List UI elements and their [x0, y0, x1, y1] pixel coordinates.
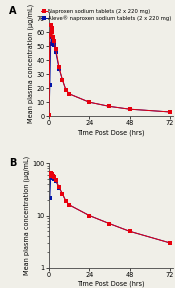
Naproxen sodium tablets (2 x 220 mg) — [129, 230, 131, 233]
Naproxen sodium tablets (2 x 220 mg) — [49, 33, 51, 37]
Naproxen sodium tablets (2 x 220 mg) — [51, 31, 53, 34]
Naproxen sodium tablets (2 x 220 mg) — [68, 92, 70, 96]
Aleve® naproxen sodium tablets (2 x 220 mg) — [129, 230, 131, 233]
Aleve® naproxen sodium tablets (2 x 220 mg) — [61, 192, 64, 196]
Aleve® naproxen sodium tablets (2 x 220 mg) — [52, 39, 54, 43]
Aleve® naproxen sodium tablets (2 x 220 mg) — [50, 174, 52, 178]
Aleve® naproxen sodium tablets (2 x 220 mg) — [53, 43, 55, 47]
Text: A: A — [9, 6, 17, 16]
Aleve® naproxen sodium tablets (2 x 220 mg) — [169, 110, 171, 114]
Naproxen sodium tablets (2 x 220 mg) — [55, 178, 57, 182]
Legend: Naproxen sodium tablets (2 x 220 mg), Aleve® naproxen sodium tablets (2 x 220 mg: Naproxen sodium tablets (2 x 220 mg), Al… — [41, 9, 172, 21]
Naproxen sodium tablets (2 x 220 mg) — [48, 114, 50, 117]
Aleve® naproxen sodium tablets (2 x 220 mg) — [88, 101, 90, 104]
Naproxen sodium tablets (2 x 220 mg) — [52, 35, 54, 38]
Aleve® naproxen sodium tablets (2 x 220 mg) — [52, 175, 54, 179]
Naproxen sodium tablets (2 x 220 mg) — [129, 107, 131, 111]
Aleve® naproxen sodium tablets (2 x 220 mg) — [88, 214, 90, 217]
Aleve® naproxen sodium tablets (2 x 220 mg) — [65, 199, 67, 203]
Naproxen sodium tablets (2 x 220 mg) — [61, 192, 64, 196]
Aleve® naproxen sodium tablets (2 x 220 mg) — [129, 107, 131, 111]
Naproxen sodium tablets (2 x 220 mg) — [68, 203, 70, 206]
Naproxen sodium tablets (2 x 220 mg) — [108, 105, 110, 108]
Aleve® naproxen sodium tablets (2 x 220 mg) — [51, 174, 53, 178]
Line: Naproxen sodium tablets (2 x 220 mg): Naproxen sodium tablets (2 x 220 mg) — [48, 171, 172, 245]
Naproxen sodium tablets (2 x 220 mg) — [51, 173, 53, 177]
Naproxen sodium tablets (2 x 220 mg) — [88, 101, 90, 104]
X-axis label: Time Post Dose (hrs): Time Post Dose (hrs) — [77, 129, 145, 136]
Aleve® naproxen sodium tablets (2 x 220 mg) — [108, 222, 110, 226]
Aleve® naproxen sodium tablets (2 x 220 mg) — [49, 196, 51, 199]
Naproxen sodium tablets (2 x 220 mg) — [52, 174, 54, 178]
Y-axis label: Mean plasma concentration (µg/mL): Mean plasma concentration (µg/mL) — [27, 4, 34, 123]
Aleve® naproxen sodium tablets (2 x 220 mg) — [53, 177, 55, 180]
Aleve® naproxen sodium tablets (2 x 220 mg) — [51, 35, 53, 38]
Naproxen sodium tablets (2 x 220 mg) — [50, 172, 52, 175]
Aleve® naproxen sodium tablets (2 x 220 mg) — [50, 176, 52, 180]
Naproxen sodium tablets (2 x 220 mg) — [169, 110, 171, 114]
Naproxen sodium tablets (2 x 220 mg) — [58, 185, 60, 189]
Naproxen sodium tablets (2 x 220 mg) — [53, 175, 55, 179]
Naproxen sodium tablets (2 x 220 mg) — [58, 66, 60, 69]
Aleve® naproxen sodium tablets (2 x 220 mg) — [169, 241, 171, 245]
Naproxen sodium tablets (2 x 220 mg) — [88, 214, 90, 217]
Y-axis label: Mean plasma concentration (µg/mL): Mean plasma concentration (µg/mL) — [23, 156, 30, 275]
Line: Aleve® naproxen sodium tablets (2 x 220 mg): Aleve® naproxen sodium tablets (2 x 220 … — [47, 35, 172, 118]
Aleve® naproxen sodium tablets (2 x 220 mg) — [55, 179, 57, 183]
Naproxen sodium tablets (2 x 220 mg) — [50, 26, 52, 30]
X-axis label: Time Post Dose (hrs): Time Post Dose (hrs) — [77, 281, 145, 287]
Naproxen sodium tablets (2 x 220 mg) — [49, 174, 51, 177]
Aleve® naproxen sodium tablets (2 x 220 mg) — [68, 92, 70, 96]
Aleve® naproxen sodium tablets (2 x 220 mg) — [50, 42, 52, 45]
Line: Aleve® naproxen sodium tablets (2 x 220 mg): Aleve® naproxen sodium tablets (2 x 220 … — [48, 174, 172, 245]
Aleve® naproxen sodium tablets (2 x 220 mg) — [58, 67, 60, 71]
Naproxen sodium tablets (2 x 220 mg) — [61, 78, 64, 82]
Naproxen sodium tablets (2 x 220 mg) — [50, 24, 52, 27]
Aleve® naproxen sodium tablets (2 x 220 mg) — [68, 203, 70, 206]
Aleve® naproxen sodium tablets (2 x 220 mg) — [48, 114, 50, 117]
Line: Naproxen sodium tablets (2 x 220 mg): Naproxen sodium tablets (2 x 220 mg) — [47, 23, 172, 118]
Aleve® naproxen sodium tablets (2 x 220 mg) — [55, 50, 57, 54]
Aleve® naproxen sodium tablets (2 x 220 mg) — [65, 88, 67, 91]
Aleve® naproxen sodium tablets (2 x 220 mg) — [61, 78, 64, 82]
Naproxen sodium tablets (2 x 220 mg) — [108, 222, 110, 226]
Aleve® naproxen sodium tablets (2 x 220 mg) — [108, 105, 110, 108]
Aleve® naproxen sodium tablets (2 x 220 mg) — [49, 84, 51, 87]
Aleve® naproxen sodium tablets (2 x 220 mg) — [58, 186, 60, 190]
Naproxen sodium tablets (2 x 220 mg) — [65, 199, 67, 203]
Naproxen sodium tablets (2 x 220 mg) — [50, 171, 52, 175]
Naproxen sodium tablets (2 x 220 mg) — [53, 39, 55, 43]
Naproxen sodium tablets (2 x 220 mg) — [65, 88, 67, 91]
Text: B: B — [9, 158, 17, 168]
Naproxen sodium tablets (2 x 220 mg) — [169, 241, 171, 245]
Aleve® naproxen sodium tablets (2 x 220 mg) — [50, 35, 52, 38]
Naproxen sodium tablets (2 x 220 mg) — [55, 48, 57, 51]
